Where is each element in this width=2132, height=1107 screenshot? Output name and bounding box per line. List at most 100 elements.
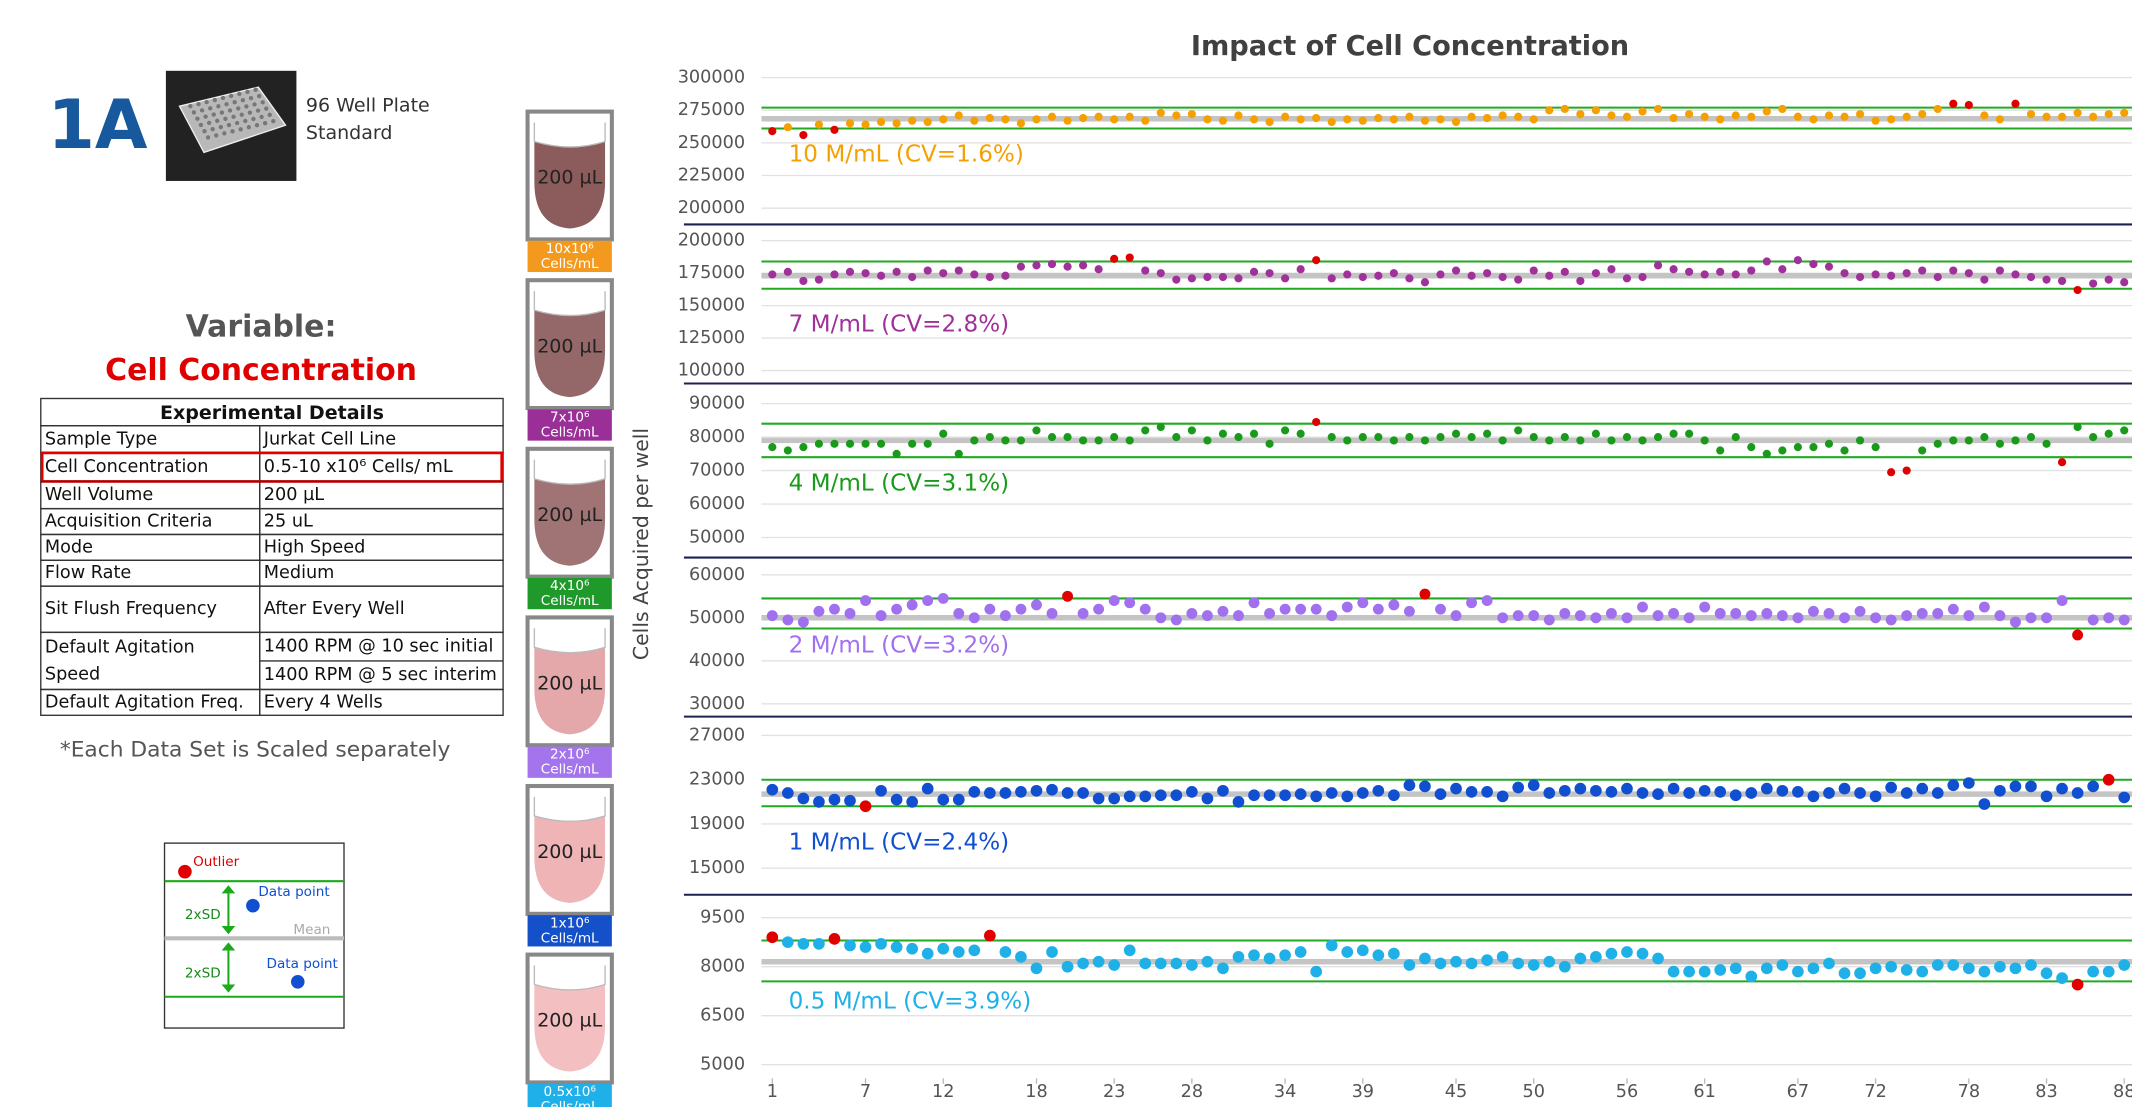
data-point bbox=[1592, 269, 1600, 277]
data-point bbox=[1575, 610, 1586, 621]
data-point bbox=[1763, 257, 1771, 265]
y-tick-label: 100000 bbox=[678, 361, 745, 381]
data-point bbox=[1575, 953, 1587, 965]
data-point bbox=[1808, 606, 1819, 617]
data-point bbox=[1281, 113, 1289, 121]
data-point bbox=[815, 440, 823, 448]
data-point bbox=[1186, 786, 1198, 798]
tube-label: 10x10⁶ bbox=[546, 241, 594, 257]
y-tick-label: 50000 bbox=[689, 608, 745, 628]
data-point bbox=[1063, 263, 1071, 271]
outlier-point bbox=[2072, 630, 2083, 641]
data-point bbox=[1497, 951, 1509, 963]
data-point bbox=[1341, 790, 1353, 802]
data-point bbox=[2056, 783, 2068, 795]
data-point bbox=[1001, 272, 1009, 280]
data-point bbox=[1281, 426, 1289, 434]
key-point-dot bbox=[291, 975, 305, 989]
data-point bbox=[1372, 949, 1384, 961]
plate-well bbox=[271, 119, 275, 123]
data-point bbox=[1514, 276, 1522, 284]
data-point bbox=[1451, 610, 1462, 621]
data-point bbox=[1203, 436, 1211, 444]
y-tick-label: 175000 bbox=[678, 263, 745, 283]
table-value: High Speed bbox=[264, 537, 366, 557]
data-point bbox=[1607, 436, 1615, 444]
data-point bbox=[1297, 115, 1305, 123]
data-point bbox=[1559, 961, 1571, 973]
plate-well bbox=[264, 106, 268, 110]
data-point bbox=[799, 277, 807, 285]
data-point bbox=[2058, 277, 2066, 285]
data-point bbox=[1466, 786, 1478, 798]
data-point bbox=[1885, 782, 1897, 794]
data-point bbox=[2089, 433, 2097, 441]
data-point bbox=[970, 436, 978, 444]
table-label: Mode bbox=[45, 537, 93, 557]
plate-well bbox=[263, 121, 267, 125]
data-point bbox=[1000, 787, 1012, 799]
data-point bbox=[1606, 786, 1618, 798]
data-point bbox=[1701, 436, 1709, 444]
data-point bbox=[1637, 787, 1649, 799]
data-point bbox=[1870, 962, 1882, 974]
data-point bbox=[1015, 951, 1027, 963]
plate-well bbox=[240, 113, 244, 117]
data-point bbox=[2011, 436, 2019, 444]
data-point bbox=[2026, 612, 2037, 623]
data-point bbox=[1374, 272, 1382, 280]
data-point bbox=[1747, 443, 1755, 451]
data-point bbox=[1062, 961, 1074, 973]
data-point bbox=[1186, 959, 1198, 971]
data-point bbox=[891, 604, 902, 615]
data-point bbox=[1155, 789, 1167, 801]
data-point bbox=[876, 610, 887, 621]
plate-well bbox=[243, 119, 247, 123]
data-point bbox=[846, 440, 854, 448]
y-tick-label: 5000 bbox=[700, 1055, 745, 1075]
data-point bbox=[1295, 788, 1307, 800]
data-point bbox=[1452, 266, 1460, 274]
data-point bbox=[877, 118, 885, 126]
data-point bbox=[1404, 959, 1416, 971]
data-point bbox=[1326, 787, 1338, 799]
data-point bbox=[1095, 436, 1103, 444]
data-point bbox=[1250, 115, 1258, 123]
data-point bbox=[767, 610, 778, 621]
data-point bbox=[893, 268, 901, 276]
plate-well bbox=[253, 88, 257, 92]
data-point bbox=[861, 269, 869, 277]
data-point bbox=[1343, 115, 1351, 123]
data-point bbox=[1544, 614, 1555, 625]
tube-label: Cells/mL bbox=[541, 1099, 599, 1107]
data-point bbox=[1576, 110, 1584, 118]
data-point bbox=[860, 941, 872, 953]
data-point bbox=[877, 272, 885, 280]
y-tick-label: 300000 bbox=[678, 68, 745, 88]
data-point bbox=[1701, 113, 1709, 121]
data-point bbox=[1809, 115, 1817, 123]
data-point bbox=[2057, 595, 2068, 606]
x-tick-label: 67 bbox=[1787, 1082, 1809, 1102]
table-value: 25 uL bbox=[264, 512, 313, 532]
plate-well bbox=[215, 119, 219, 123]
tube-label: Cells/mL bbox=[541, 762, 599, 778]
data-point bbox=[829, 794, 841, 806]
data-point bbox=[1466, 958, 1478, 970]
data-point bbox=[1172, 111, 1180, 119]
data-point bbox=[1357, 787, 1369, 799]
data-point bbox=[1139, 958, 1151, 970]
data-point bbox=[1203, 273, 1211, 281]
data-point bbox=[1592, 106, 1600, 114]
data-point bbox=[1777, 610, 1788, 621]
data-point bbox=[1903, 113, 1911, 121]
data-point bbox=[2074, 423, 2082, 431]
data-point bbox=[1732, 433, 1740, 441]
outlier-point bbox=[2074, 286, 2082, 294]
data-point bbox=[1763, 107, 1771, 115]
y-tick-label: 19000 bbox=[689, 814, 745, 834]
key-sd: 2xSD bbox=[185, 966, 221, 982]
data-point bbox=[1170, 958, 1182, 970]
data-point bbox=[2118, 959, 2130, 971]
data-point bbox=[1250, 430, 1258, 438]
